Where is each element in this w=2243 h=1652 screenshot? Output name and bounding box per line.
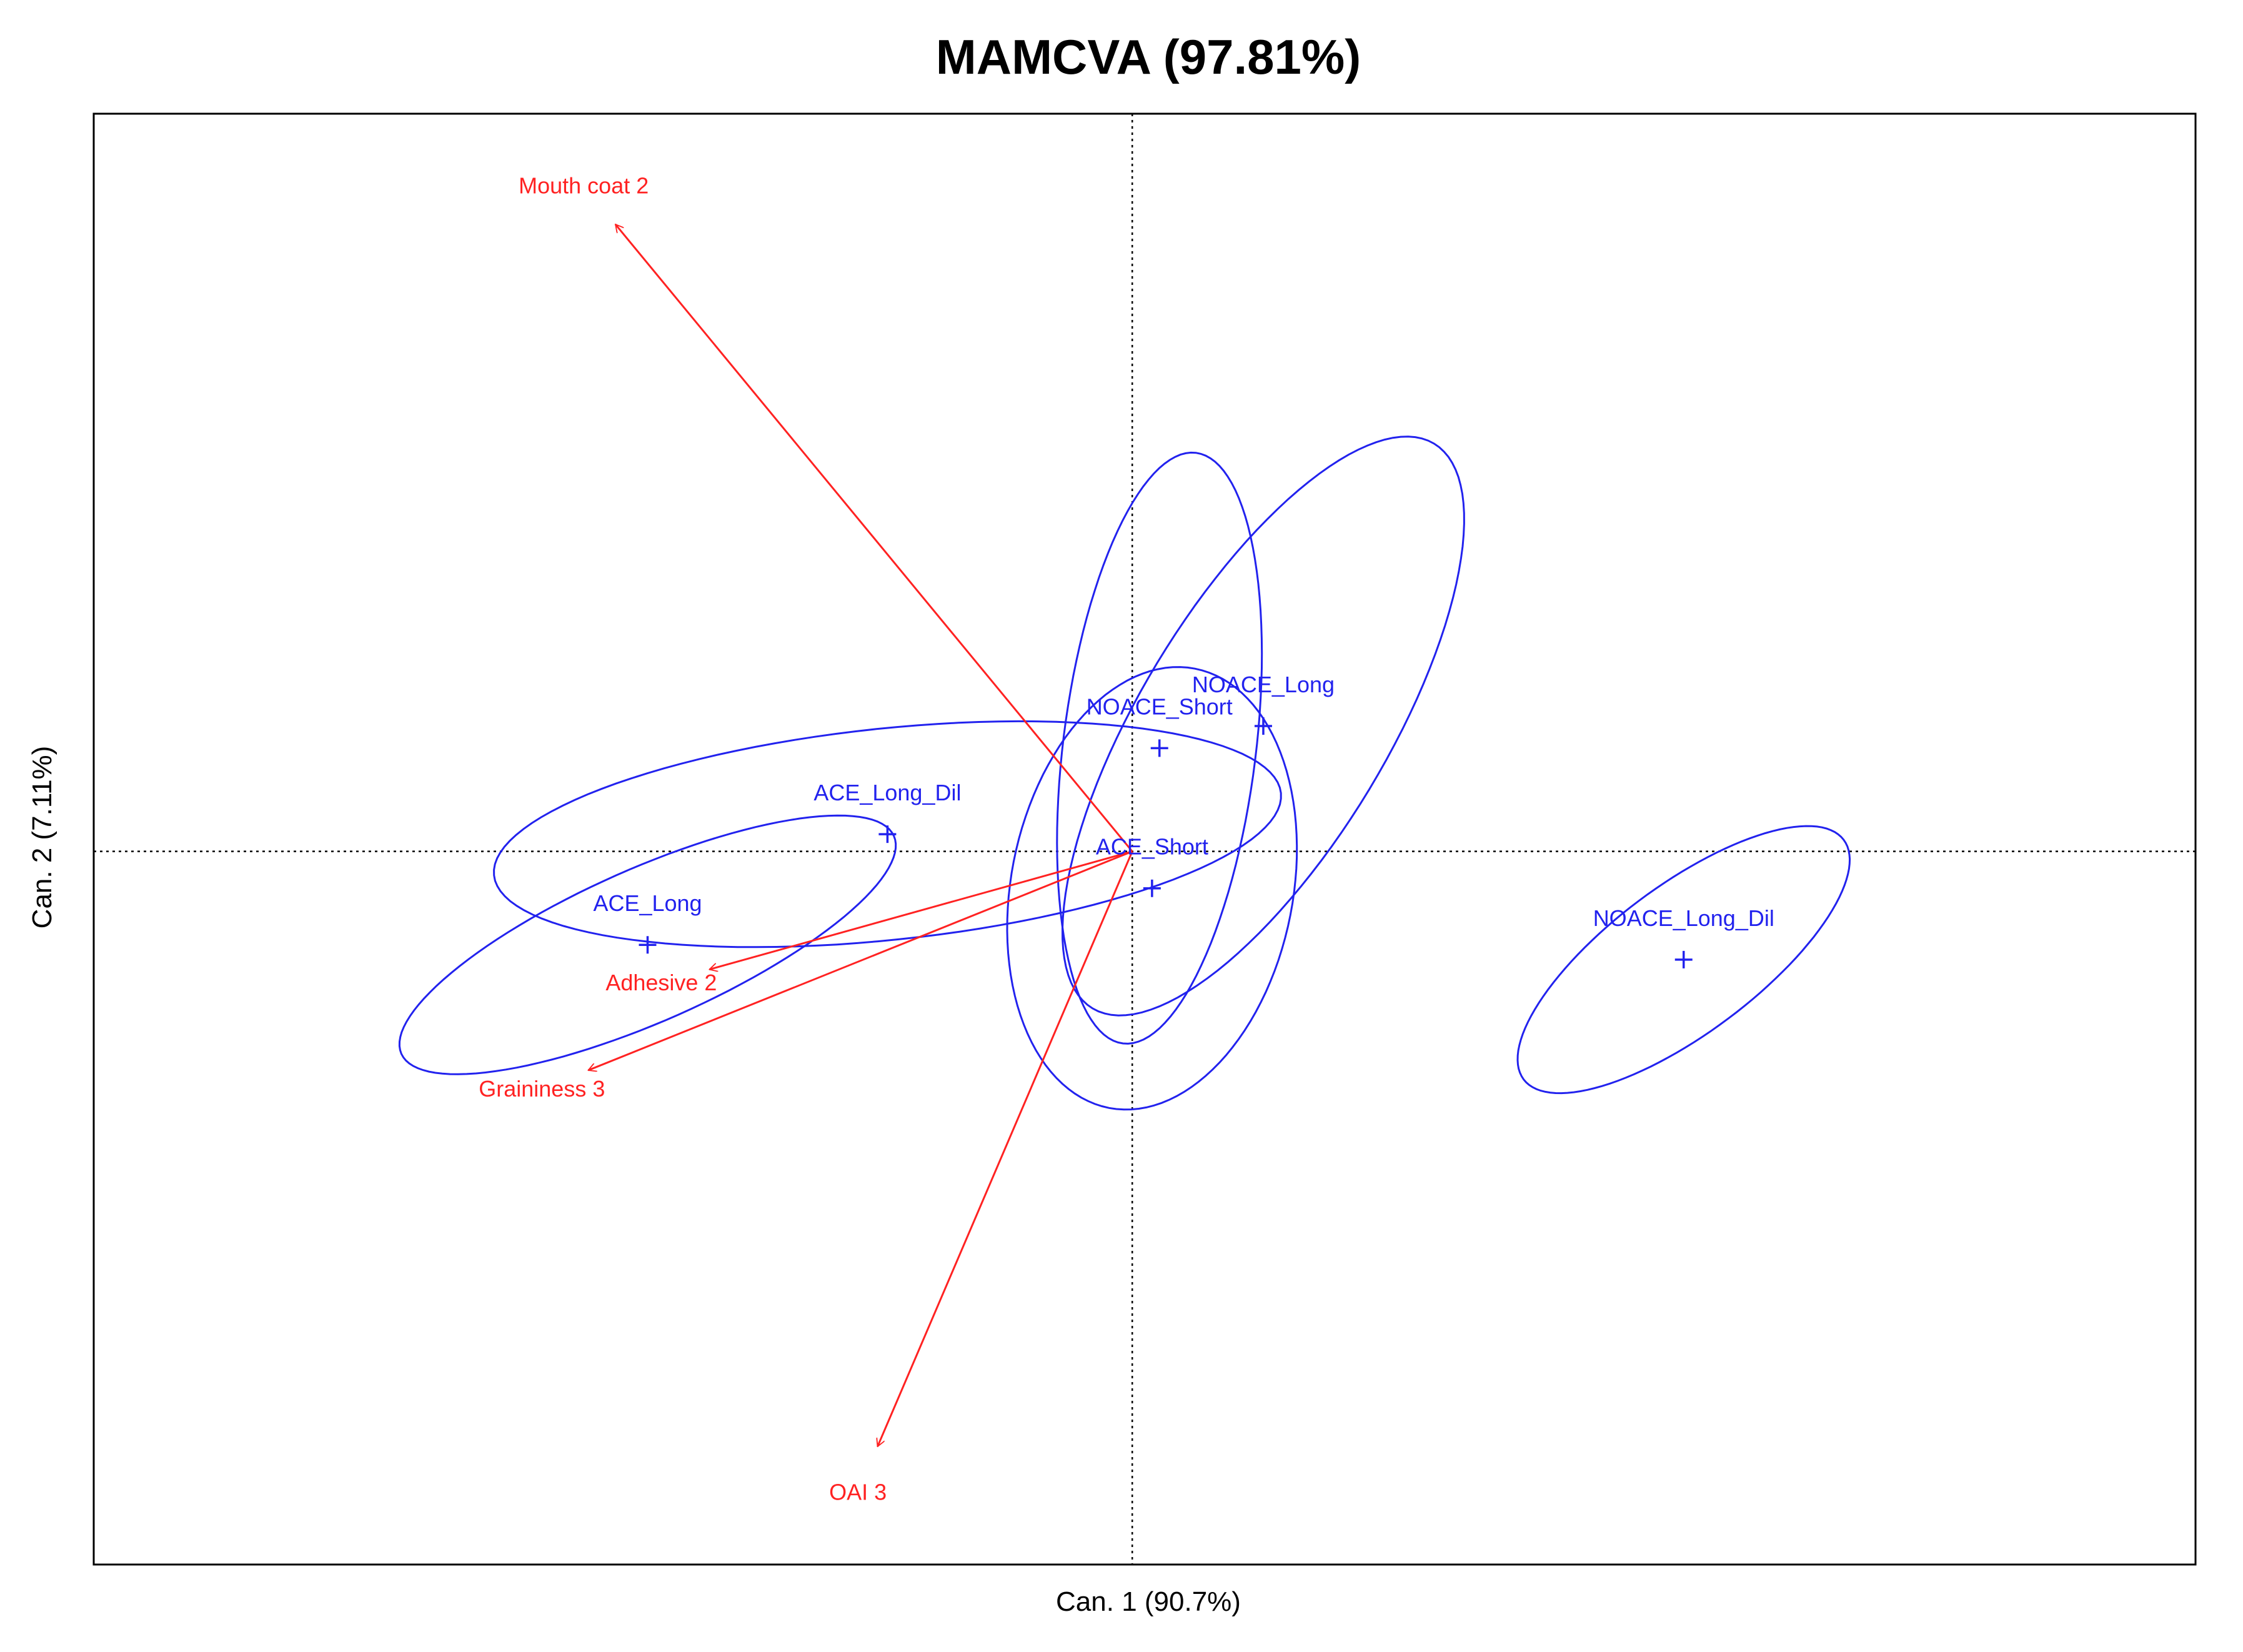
group-labels: ACE_Long ACE_Long_Dil ACE_Short NOACE_Short…	[593, 672, 1774, 931]
group-label-noace-short: NOACE_Short	[1087, 694, 1233, 719]
ellipse-noace-long	[1061, 435, 1465, 1017]
variable-label-mouth-coat-2: Mouth coat 2	[519, 172, 649, 198]
variable-label-graininess-3: Graininess 3	[479, 1076, 605, 1102]
variable-labels: Mouth coat 2 Adhesive 2 Graininess 3 OAI 3	[479, 172, 887, 1505]
group-label-noace-long: NOACE_Long	[1192, 672, 1335, 697]
centroid-noace-long	[1254, 717, 1272, 735]
arrow-oai-3	[878, 851, 1133, 1446]
arrow-adhesive-2	[709, 850, 1133, 970]
variable-label-adhesive-2: Adhesive 2	[605, 970, 717, 995]
group-label-ace-short: ACE_Short	[1096, 834, 1208, 860]
x-axis-label: Can. 1 (90.7%)	[1056, 1586, 1241, 1617]
arrow-graininess-3	[589, 850, 1133, 1070]
chart-title: MAMCVA (97.81%)	[936, 29, 1361, 84]
centroid-noace-short	[1150, 739, 1168, 757]
plot-frame	[92, 112, 2197, 1566]
arrow-mouth-coat-2	[615, 224, 1133, 852]
centroid-ace-short	[1143, 879, 1161, 897]
centroid-noace-long-dil	[1674, 950, 1693, 968]
variable-label-oai-3: OAI 3	[829, 1480, 887, 1505]
ellipse-noace-short	[1056, 451, 1263, 1045]
ellipse-noace-long-dil	[1516, 825, 1851, 1095]
group-centroids	[639, 717, 1693, 968]
centroid-ace-long-dil	[878, 825, 897, 843]
variable-arrows	[589, 224, 1133, 1446]
y-axis-label: Can. 2 (7.11%)	[27, 746, 57, 929]
group-label-ace-long: ACE_Long	[593, 890, 702, 916]
confidence-ellipses	[398, 435, 1851, 1111]
ellipse-ace-long-dil	[493, 720, 1282, 948]
group-label-ace-long-dil: ACE_Long_Dil	[813, 780, 961, 805]
ellipse-ace-long	[398, 814, 897, 1075]
group-label-noace-long-dil: NOACE_Long_Dil	[1593, 905, 1774, 931]
centroid-ace-long	[639, 936, 657, 954]
